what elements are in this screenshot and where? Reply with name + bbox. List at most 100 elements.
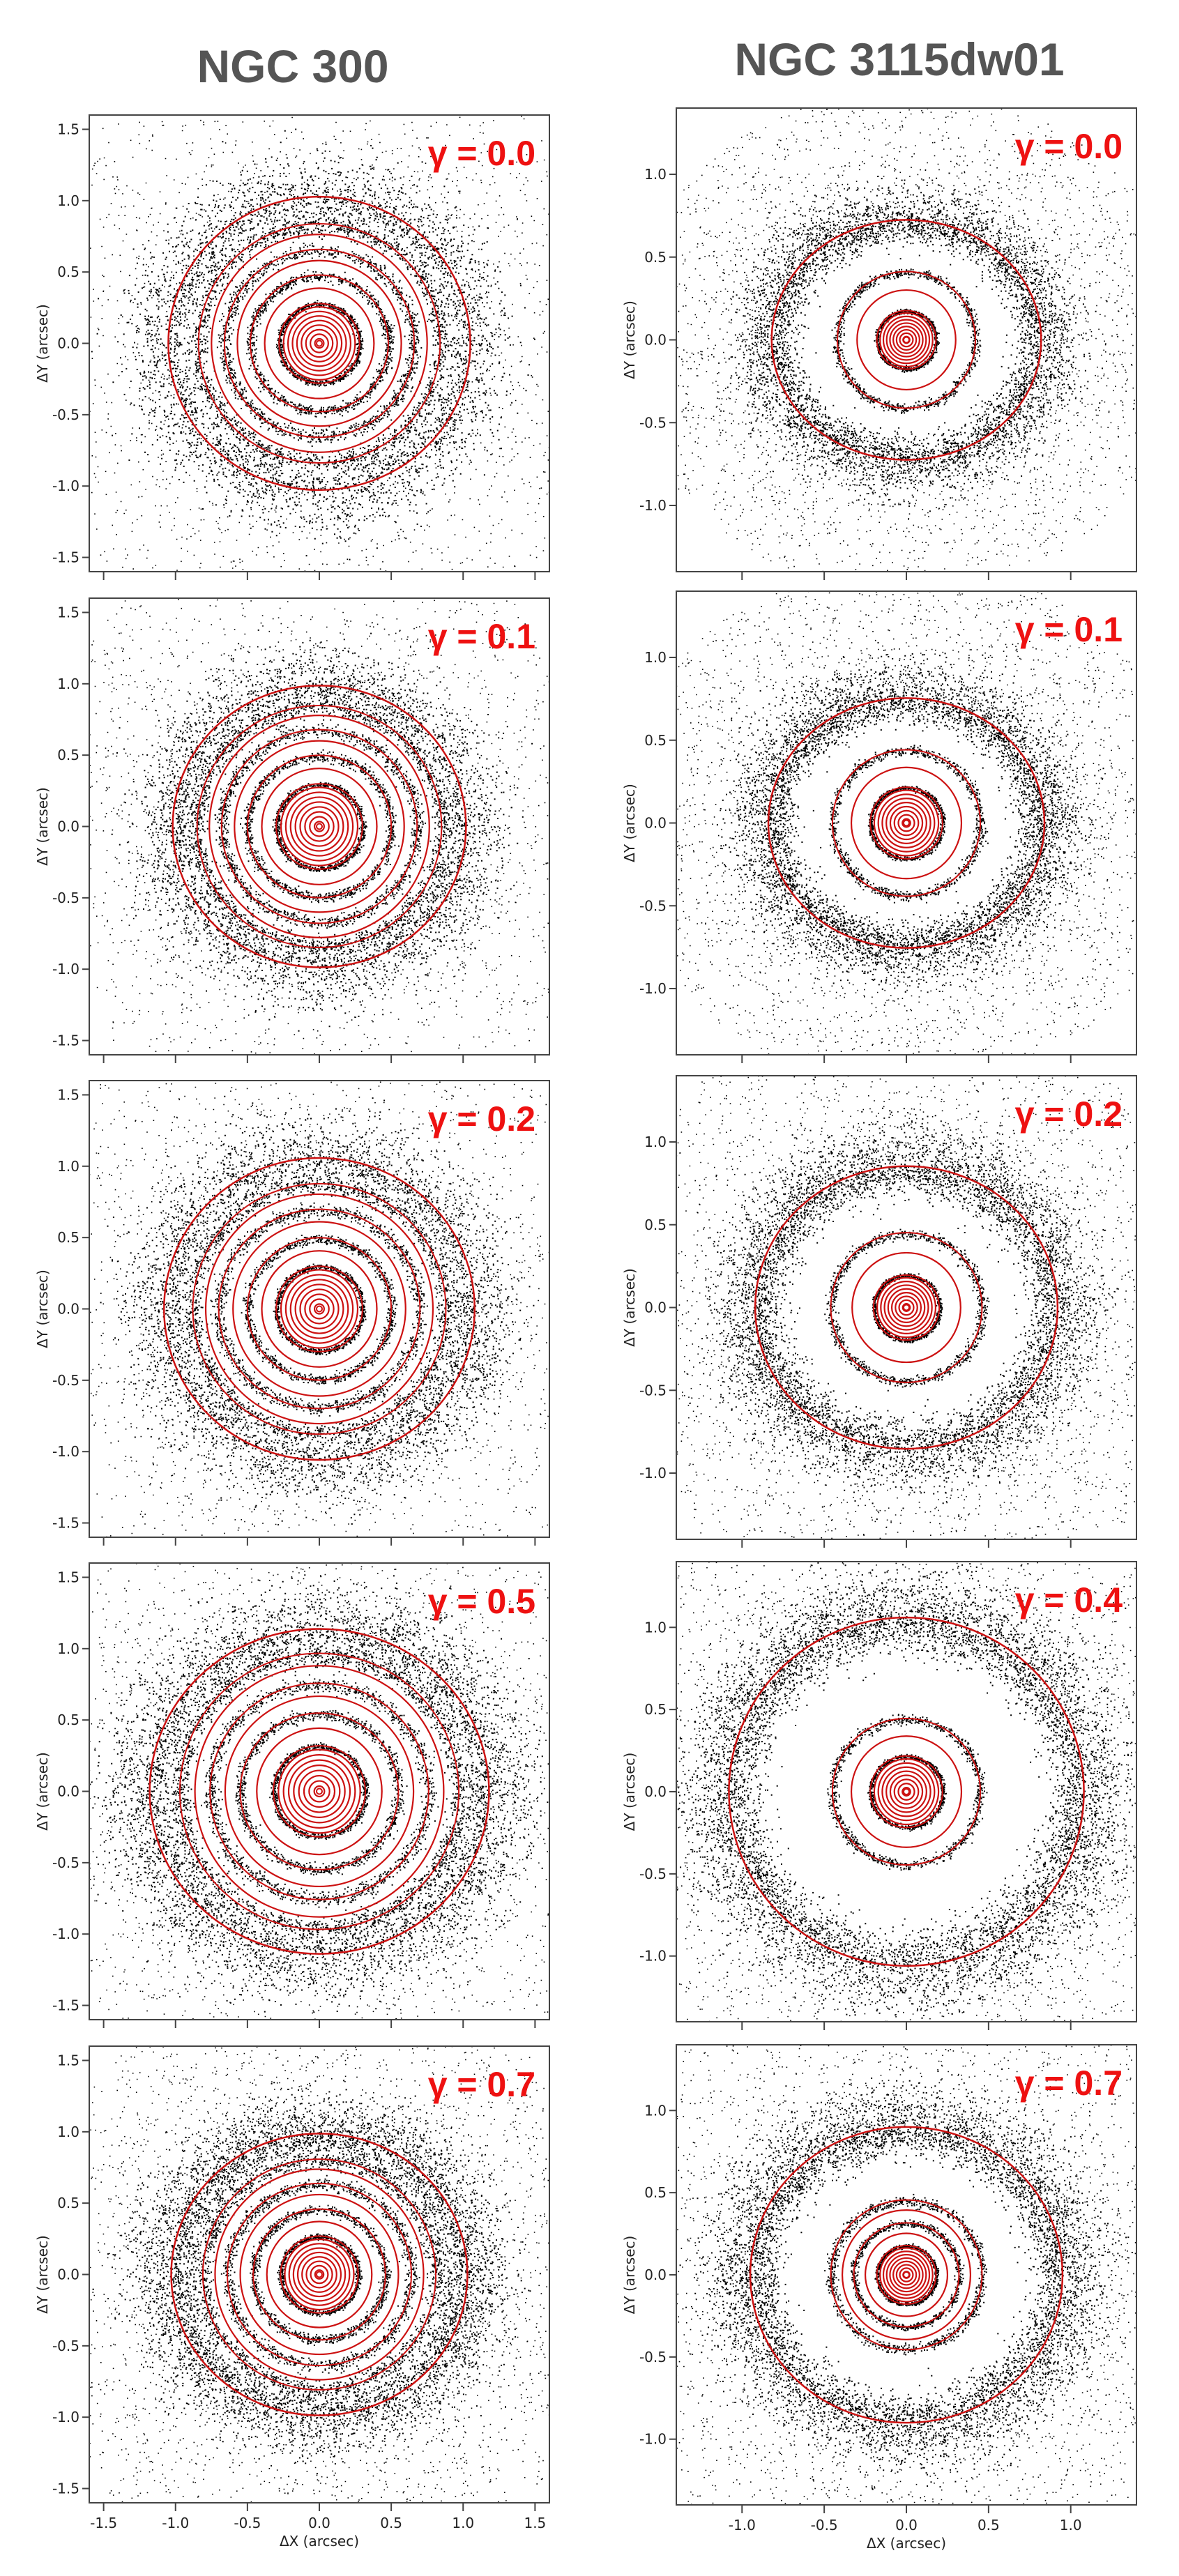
y-tick-label: -1.0 [52, 478, 79, 494]
gamma-annotation: γ = 0.4 [1015, 1580, 1123, 1619]
y-tick-label: 1.0 [57, 2124, 79, 2140]
x-tick-label: 0.5 [380, 2515, 402, 2531]
y-axis-label: ΔY (arcsec) [34, 787, 51, 866]
x-tick-label: 1.5 [524, 2515, 546, 2531]
y-tick-label: -1.0 [639, 1465, 667, 1481]
y-tick-label: 0.0 [644, 1783, 667, 1800]
y-tick-label: -0.5 [639, 2349, 667, 2365]
y-tick-label: 1.0 [57, 1158, 79, 1175]
x-axis-label: ΔX (arcsec) [867, 2535, 946, 2552]
panel-8: -1.5 -1.0 -0.5 0.0 0.5 1.0 1.5 -1.5 -1.0 -0.5 0.0 0… [9, 1981, 632, 2571]
plot-area [5, 38, 635, 650]
y-tick-label: 0.0 [644, 1300, 667, 1316]
x-tick-label: 1.0 [1060, 2517, 1082, 2533]
panel-4: -1.5-1.0-0.50.00.51.01.5ΔY (arcsec)γ = 0… [0, 995, 646, 1626]
y-tick-label: -1.0 [639, 1948, 667, 1965]
panel-2: -1.5 -1.0 -0.5 0.0 0.5 1.0 1.5 ΔY (arcsec) γ = 0… [13, 534, 628, 1122]
y-tick-label: -0.5 [639, 414, 667, 431]
x-tick-label: -0.5 [234, 2515, 261, 2531]
gamma-annotation: γ = 0.0 [1015, 127, 1123, 166]
x-tick-label: -1.0 [162, 2515, 189, 2531]
y-axis-label: ΔY (arcsec) [34, 304, 51, 383]
y-tick-label: -1.5 [52, 1032, 79, 1049]
y-tick-label: 0.5 [644, 732, 667, 749]
gamma-annotation: γ = 0.7 [428, 2065, 535, 2104]
y-tick-label: -1.5 [52, 1997, 79, 2014]
y-tick-label: 0.0 [57, 1783, 79, 1800]
plot-background [89, 1081, 549, 1537]
y-tick-label: -1.5 [52, 2480, 79, 2497]
y-axis-label: ΔY (arcsec) [621, 784, 638, 862]
y-tick-label: -1.0 [52, 1926, 79, 1942]
y-axis-label: ΔY (arcsec) [621, 1268, 638, 1347]
y-axis-label: ΔY (arcsec) [621, 2236, 638, 2315]
y-tick-label: 0.0 [57, 2266, 79, 2283]
y-tick-label: -1.0 [52, 1443, 79, 1460]
y-tick-label: 1.5 [57, 121, 79, 137]
gamma-annotation: γ = 0.7 [1015, 2064, 1123, 2103]
y-tick-label: -1.0 [639, 497, 667, 514]
y-tick-label: 1.0 [644, 1134, 667, 1150]
y-tick-label: -0.5 [52, 2338, 79, 2354]
x-tick-label: 1.0 [452, 2515, 474, 2531]
y-tick-label: -0.5 [639, 1382, 667, 1398]
y-tick-label: 0.5 [57, 1712, 79, 1728]
x-tick-label: 0.0 [308, 2515, 330, 2531]
y-tick-label: -0.5 [639, 897, 667, 914]
gamma-annotation: γ = 0.1 [1015, 610, 1123, 649]
column-title-right: NGC 3115dw01 [734, 33, 1064, 85]
y-tick-label: -1.5 [52, 549, 79, 566]
x-tick-label: 0.0 [895, 2517, 918, 2533]
x-tick-label: -1.0 [729, 2517, 756, 2533]
gamma-annotation: γ = 0.2 [428, 1099, 535, 1138]
x-tick-label: -0.5 [811, 2517, 838, 2533]
y-tick-label: 0.0 [57, 335, 79, 352]
y-tick-label: 0.0 [644, 332, 667, 349]
gamma-annotation: γ = 0.2 [1015, 1095, 1123, 1134]
plot-background [89, 115, 549, 572]
y-tick-label: 0.0 [57, 1301, 79, 1318]
x-axis-label: ΔX (arcsec) [280, 2533, 359, 2550]
y-tick-label: -0.5 [52, 890, 79, 906]
panel-5: -1.0 -0.5 0.0 0.5 1.0 ΔY (arcsec) γ = 0.2 [593, 1012, 1179, 1604]
y-axis-label: ΔY (arcsec) [621, 1753, 638, 1831]
y-tick-label: 1.0 [644, 2102, 667, 2119]
y-tick-label: 0.0 [644, 815, 667, 832]
gamma-annotation: γ = 0.0 [428, 134, 535, 173]
x-tick-label: -1.5 [90, 2515, 117, 2531]
y-axis-label: ΔY (arcsec) [34, 1752, 51, 1831]
y-tick-label: -1.0 [52, 2409, 79, 2425]
y-tick-label: 0.5 [644, 1217, 667, 1233]
plot-background [676, 591, 1136, 1055]
y-tick-label: 1.0 [644, 166, 667, 183]
gamma-annotation: γ = 0.1 [428, 617, 535, 656]
y-tick-label: 1.5 [57, 2052, 79, 2068]
y-tick-label: -1.5 [52, 1515, 79, 1532]
y-tick-label: -0.5 [52, 1854, 79, 1871]
y-tick-label: -0.5 [639, 1866, 667, 1882]
y-tick-label: 0.5 [57, 2195, 79, 2211]
y-tick-label: -0.5 [52, 1372, 79, 1389]
y-tick-label: 0.5 [644, 2184, 667, 2201]
y-tick-label: 1.0 [644, 1619, 667, 1636]
y-tick-label: 1.5 [57, 1086, 79, 1103]
y-tick-label: 0.0 [644, 2266, 667, 2283]
y-tick-label: -0.5 [52, 406, 79, 423]
y-tick-label: 1.0 [57, 192, 79, 209]
y-tick-label: 0.5 [644, 1701, 667, 1718]
y-tick-label: 0.5 [644, 249, 667, 266]
y-tick-label: 0.5 [57, 747, 79, 763]
y-tick-label: -1.0 [639, 2431, 667, 2448]
y-tick-label: 1.0 [57, 1640, 79, 1657]
plot-area [9, 1981, 632, 2571]
y-tick-label: 1.0 [57, 676, 79, 692]
y-tick-label: -1.0 [52, 961, 79, 977]
column-title-left: NGC 300 [197, 40, 388, 92]
y-axis-label: ΔY (arcsec) [34, 1270, 51, 1348]
panel-3: -1.0-0.50.00.51.0ΔY (arcsec)γ = 0.1 [619, 561, 1179, 1083]
y-axis-label: ΔY (arcsec) [621, 300, 638, 379]
y-tick-label: 0.0 [57, 818, 79, 835]
plot-background [89, 598, 549, 1055]
y-tick-label: 0.5 [57, 264, 79, 280]
